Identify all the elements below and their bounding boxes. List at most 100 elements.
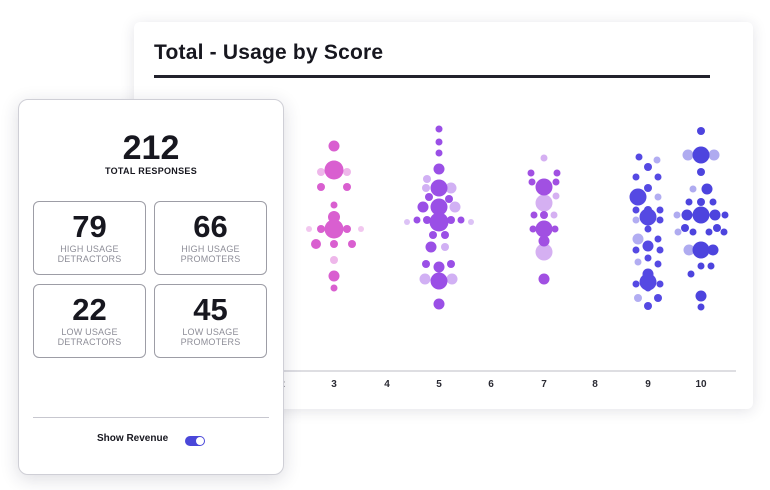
data-point-score-10 <box>707 244 719 256</box>
data-point-score-10 <box>705 228 713 236</box>
data-point-score-5 <box>425 193 433 201</box>
data-point-score-3 <box>348 240 356 248</box>
data-point-score-10 <box>697 127 705 135</box>
data-point-score-10 <box>713 224 721 232</box>
data-point-score-9 <box>639 208 657 226</box>
data-point-score-5 <box>457 216 465 224</box>
chart-title: Total - Usage by Score <box>154 41 384 64</box>
data-point-score-10 <box>682 149 694 161</box>
data-point-score-10 <box>707 262 715 270</box>
stat-label-line2: PROMOTERS <box>180 253 241 264</box>
data-point-score-5 <box>422 260 430 268</box>
data-point-score-10 <box>701 183 713 195</box>
data-point-score-7 <box>552 192 560 200</box>
data-point-score-5 <box>435 138 443 146</box>
data-point-score-3 <box>330 284 338 292</box>
data-point-score-7 <box>530 211 538 219</box>
data-point-score-3 <box>306 226 312 232</box>
data-point-score-3 <box>343 183 351 191</box>
data-point-score-10 <box>697 168 705 176</box>
stat-label-line2: DETRACTORS <box>57 253 122 264</box>
data-point-score-9 <box>644 284 652 292</box>
data-point-score-10 <box>697 303 705 311</box>
x-tick-label: 5 <box>436 379 442 390</box>
data-point-score-7 <box>553 169 561 177</box>
data-point-score-7 <box>535 194 553 212</box>
data-point-score-10 <box>673 211 681 219</box>
beeswarm-plot: 2345678910 <box>274 125 736 390</box>
data-point-score-9 <box>634 294 642 302</box>
x-tick-label: 4 <box>384 379 390 390</box>
data-point-score-3 <box>328 270 340 282</box>
data-point-score-10 <box>685 198 693 206</box>
stat-value: 45 <box>193 292 228 327</box>
data-point-score-7 <box>535 220 553 238</box>
data-point-score-7 <box>535 178 553 196</box>
data-point-score-5 <box>425 241 437 253</box>
data-point-score-5 <box>423 216 431 224</box>
title-divider <box>154 75 710 78</box>
show-revenue-toggle[interactable] <box>185 436 205 446</box>
data-point-score-5 <box>429 231 437 239</box>
data-point-score-10 <box>695 290 707 302</box>
data-point-score-10 <box>674 228 682 236</box>
data-point-score-5 <box>419 273 431 285</box>
summary-card: 212 TOTAL RESPONSES 79 HIGH USAGE DETRAC… <box>18 99 284 475</box>
data-point-score-5 <box>433 298 445 310</box>
data-point-score-10 <box>692 241 710 259</box>
data-point-score-5 <box>429 212 449 232</box>
stat-label: LOW USAGE PROMOTERS <box>155 327 266 347</box>
data-point-score-5 <box>435 125 443 133</box>
data-point-score-9 <box>632 233 644 245</box>
data-point-score-9 <box>642 240 654 252</box>
data-point-score-3 <box>343 168 351 176</box>
data-point-score-3 <box>343 225 351 233</box>
toggle-knob <box>196 437 204 445</box>
stat-label: HIGH USAGE DETRACTORS <box>34 244 145 264</box>
data-point-score-7 <box>552 178 560 186</box>
data-point-score-7 <box>527 169 535 177</box>
data-point-score-3 <box>358 226 364 232</box>
data-point-score-3 <box>311 239 321 249</box>
data-point-score-5 <box>430 272 448 290</box>
show-revenue-label: Show Revenue <box>97 433 169 444</box>
data-point-score-9 <box>632 216 640 224</box>
data-point-score-10 <box>687 270 695 278</box>
data-point-score-9 <box>644 163 652 171</box>
total-responses-value: 212 <box>122 129 180 167</box>
data-point-score-3 <box>328 140 340 152</box>
stat-box-high-usage-detractors: 79 HIGH USAGE DETRACTORS <box>33 201 146 275</box>
data-point-score-5 <box>433 261 445 273</box>
x-tick-label: 9 <box>645 379 651 390</box>
data-point-score-9 <box>629 188 647 206</box>
data-point-score-9 <box>656 206 664 214</box>
data-point-score-5 <box>447 216 455 224</box>
data-point-score-9 <box>632 173 640 181</box>
data-point-score-10 <box>689 185 697 193</box>
stat-label-line1: LOW USAGE <box>61 327 118 337</box>
data-point-score-10 <box>681 224 689 232</box>
x-tick-label: 6 <box>488 379 494 390</box>
data-point-score-9 <box>656 280 664 288</box>
data-point-score-5 <box>435 149 443 157</box>
data-point-score-7 <box>540 211 548 219</box>
data-point-score-5 <box>423 175 431 183</box>
data-point-score-5 <box>449 201 461 213</box>
data-point-score-9 <box>639 273 657 291</box>
data-point-score-5 <box>447 260 455 268</box>
data-point-score-5 <box>445 195 453 203</box>
data-point-score-10 <box>721 211 729 219</box>
stat-label-line1: HIGH USAGE <box>181 244 240 254</box>
data-point-score-10 <box>720 228 728 236</box>
data-point-score-10 <box>683 244 695 256</box>
stat-label-line1: HIGH USAGE <box>60 244 119 254</box>
data-point-score-9 <box>632 280 640 288</box>
x-tick-label: 7 <box>541 379 547 390</box>
stat-label: LOW USAGE DETRACTORS <box>34 327 145 347</box>
data-point-score-9 <box>635 153 643 161</box>
data-point-score-9 <box>654 235 662 243</box>
data-point-score-9 <box>654 193 662 201</box>
x-tick-label: 3 <box>331 379 337 390</box>
data-point-score-3 <box>330 201 338 209</box>
stat-value: 79 <box>72 209 107 244</box>
